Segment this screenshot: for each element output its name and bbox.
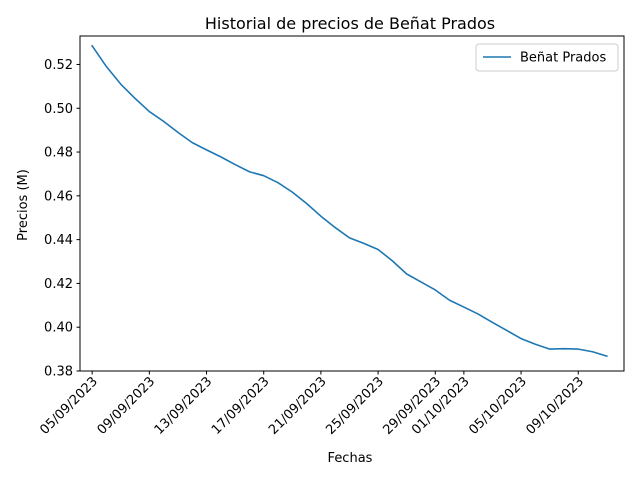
y-tick-label: 0.50	[44, 102, 73, 117]
y-tick-label: 0.42	[44, 277, 73, 292]
x-tick-label: 09/10/2023	[523, 374, 587, 438]
y-axis: 0.38 0.40 0.42 0.44 0.46 0.48 0.50 0.52	[44, 58, 80, 380]
plot-area	[79, 35, 625, 372]
y-tick-label: 0.44	[44, 233, 73, 248]
series-line	[91, 44, 608, 358]
x-axis-label: Fechas	[328, 451, 373, 466]
y-tick-label: 0.48	[44, 146, 73, 161]
x-tick-label: 25/09/2023	[323, 374, 387, 438]
legend: Beñat Prados	[475, 43, 619, 72]
series-layer	[91, 44, 608, 358]
y-tick-label: 0.40	[44, 321, 73, 336]
x-tick-label: 21/09/2023	[266, 374, 330, 438]
x-tick-label: 05/09/2023	[37, 374, 101, 438]
y-tick-label: 0.46	[44, 189, 73, 204]
y-tick-label: 0.38	[44, 365, 73, 380]
legend-box	[475, 43, 619, 72]
x-axis: 05/09/202309/09/202313/09/202317/09/2023…	[37, 371, 587, 438]
x-tick-label: 13/09/2023	[152, 374, 216, 438]
x-tick-label: 17/09/2023	[209, 374, 273, 438]
x-tick-label: 05/10/2023	[466, 374, 530, 438]
plot-frame	[79, 35, 625, 372]
y-axis-label: Precios (M)	[16, 169, 31, 241]
y-tick-label: 0.52	[44, 58, 73, 73]
x-tick-label: 09/09/2023	[95, 374, 159, 438]
legend-label: Beñat Prados	[520, 51, 606, 66]
chart-title: Historial de precios de Beñat Prados	[205, 14, 495, 33]
